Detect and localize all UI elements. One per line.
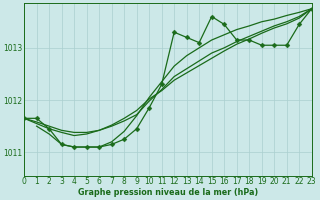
X-axis label: Graphe pression niveau de la mer (hPa): Graphe pression niveau de la mer (hPa) (78, 188, 258, 197)
